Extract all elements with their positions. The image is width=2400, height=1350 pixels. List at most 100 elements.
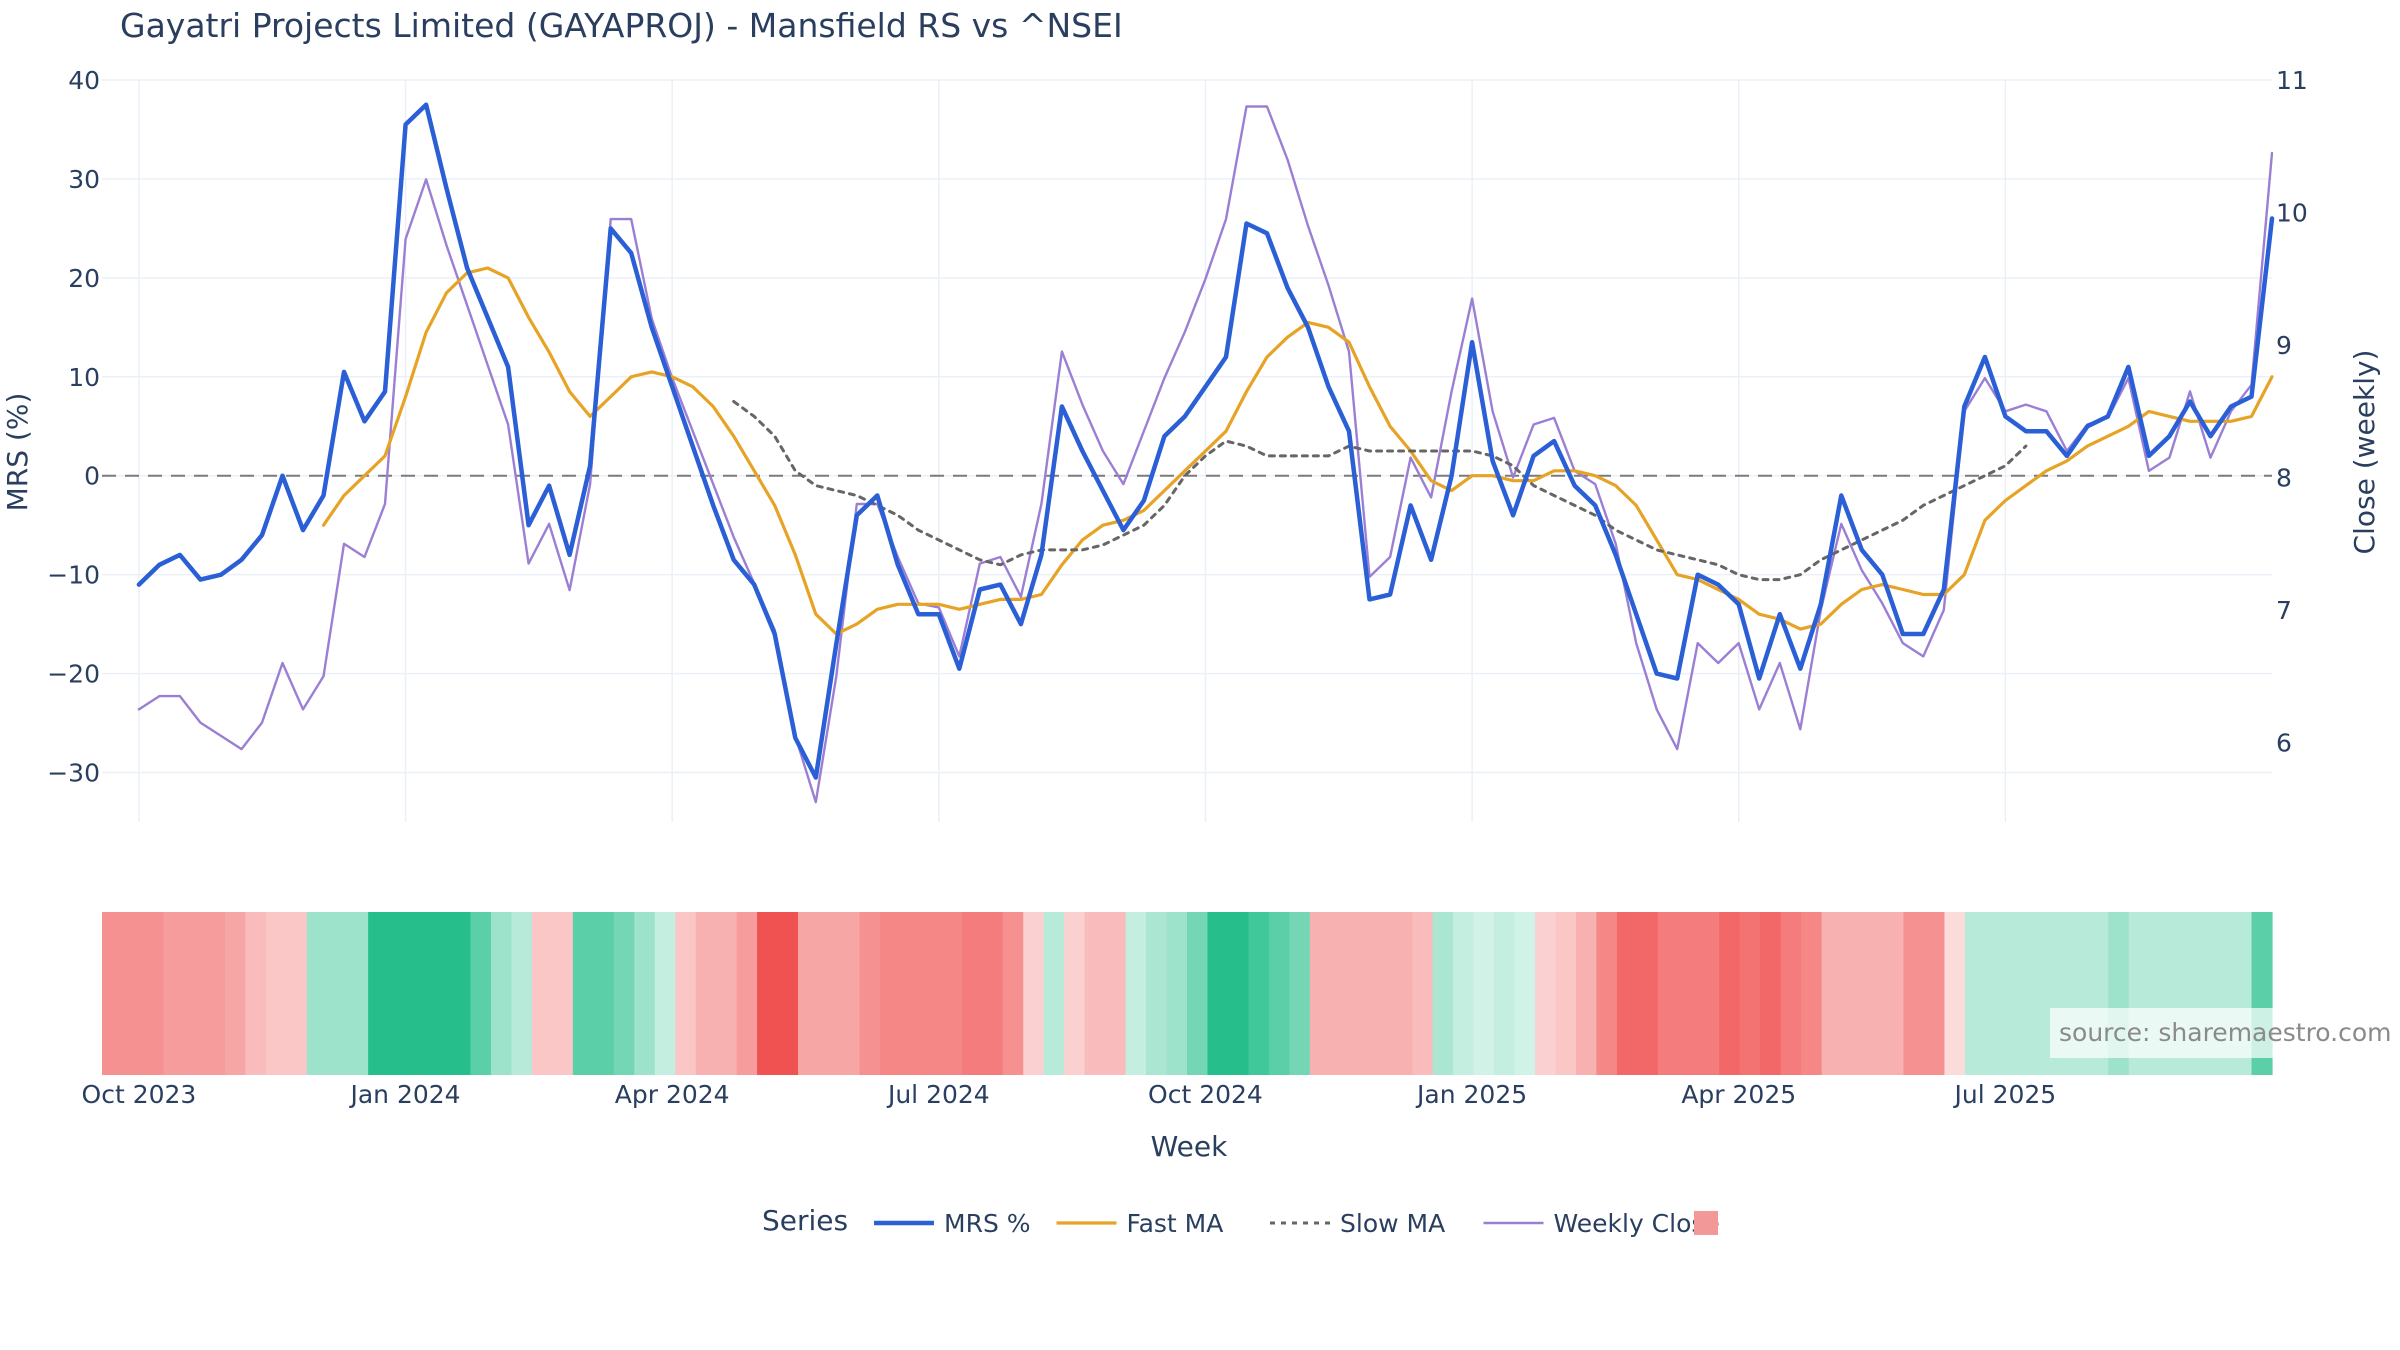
heatmap-cell [1801, 912, 1823, 1075]
heatmap-cell [102, 912, 124, 1075]
source-annotation-text: source: sharemaestro.com [2059, 1018, 2392, 1047]
heatmap-cell [511, 912, 533, 1075]
chart-title: Gayatri Projects Limited (GAYAPROJ) - Ma… [120, 6, 1123, 45]
heatmap-cell [1555, 912, 1577, 1075]
heatmap-cell [818, 912, 840, 1075]
heatmap-cell [920, 912, 942, 1075]
right-y-axis-title: Close (weekly) [2348, 350, 2381, 555]
legend-title: Series [762, 1204, 848, 1237]
heatmap-cell [2005, 912, 2027, 1075]
heatmap-cell [1514, 912, 1536, 1075]
heatmap-cell [204, 912, 226, 1075]
x-axis-title: Week [1151, 1130, 1228, 1163]
heatmap-cell [879, 912, 901, 1075]
heatmap-cell [306, 912, 328, 1075]
heatmap-cell [675, 912, 697, 1075]
heatmap-cell [1637, 912, 1659, 1075]
heatmap-cell [1698, 912, 1720, 1075]
heatmap-cell [388, 912, 410, 1075]
x-tick-label: Oct 2023 [82, 1080, 197, 1109]
heatmap-cell [1105, 912, 1127, 1075]
heatmap-cell [265, 912, 287, 1075]
heatmap-cell [142, 912, 165, 1075]
y-left-tick-label: 30 [68, 165, 100, 194]
heatmap-cell [1780, 912, 1802, 1075]
heatmap-cell [900, 912, 922, 1075]
heatmap-cell [1248, 912, 1270, 1075]
heatmap-cell [1166, 912, 1188, 1075]
heatmap-cell [593, 912, 615, 1075]
x-tick-label: Jan 2025 [1415, 1080, 1527, 1109]
y-right-tick-label: 7 [2276, 596, 2292, 625]
heatmap-cell [613, 912, 635, 1075]
heatmap-cell [1760, 912, 1782, 1075]
heatmap-cell [327, 912, 349, 1075]
heatmap-cell [224, 912, 246, 1075]
heatmap-cell [1002, 912, 1024, 1075]
heatmap-cell [1207, 912, 1229, 1075]
heatmap-cell [531, 912, 553, 1075]
heatmap-cell [757, 912, 779, 1075]
y-left-tick-label: −30 [47, 759, 100, 788]
heatmap-cell [1739, 912, 1761, 1075]
heatmap-cell [1350, 912, 1372, 1075]
heatmap-cell [347, 912, 369, 1075]
x-tick-label: Apr 2025 [1681, 1080, 1796, 1109]
heatmap-cell [1985, 912, 2007, 1075]
heatmap-cell [1432, 912, 1454, 1075]
heatmap-cell [961, 912, 983, 1075]
heatmap-cell [634, 912, 656, 1075]
heatmap-cell [163, 912, 185, 1075]
y-left-tick-label: −20 [47, 660, 100, 689]
heatmap-cell [1391, 912, 1413, 1075]
y-right-tick-label: 11 [2276, 66, 2308, 95]
heatmap-cell [1125, 912, 1147, 1075]
x-tick-label: Jan 2024 [348, 1080, 460, 1109]
heatmap-cell [1596, 912, 1618, 1075]
heatmap-cell [1309, 912, 1331, 1075]
heatmap-cell [572, 912, 594, 1075]
heatmap-cell [777, 912, 799, 1075]
heatmap-cell [450, 912, 472, 1075]
heatmap-cell [1903, 912, 1925, 1075]
heatmap-cell [1842, 912, 1864, 1075]
heatmap-cell [695, 912, 717, 1075]
y-right-tick-label: 10 [2276, 199, 2308, 228]
heatmap-cell [1371, 912, 1393, 1075]
heatmap-cell [1473, 912, 1495, 1075]
y-right-tick-label: 8 [2276, 464, 2292, 493]
heatmap-cell [1575, 912, 1598, 1075]
y-left-tick-label: 20 [68, 264, 100, 293]
x-tick-label: Apr 2024 [615, 1080, 730, 1109]
heatmap-cell [1678, 912, 1700, 1075]
heatmap-cell [1535, 912, 1557, 1075]
heatmap-cell [368, 912, 390, 1075]
heatmap-cell [1330, 912, 1352, 1075]
x-tick-label: Jul 2025 [1952, 1080, 2056, 1109]
heatmap-cell [1616, 912, 1638, 1075]
y-right-tick-label: 9 [2276, 331, 2292, 360]
legend-label: Slow MA [1340, 1209, 1445, 1238]
heatmap-cell [1883, 912, 1905, 1075]
heatmap-cell [838, 912, 861, 1075]
heatmap-cell [982, 912, 1004, 1075]
heatmap-cell [1412, 912, 1434, 1075]
heatmap-cell [1268, 912, 1290, 1075]
source-annotation-bg [2050, 1008, 2390, 1058]
y-left-tick-label: −10 [47, 561, 100, 590]
heatmap-cell [183, 912, 205, 1075]
left-y-axis-title: MRS (%) [1, 393, 34, 512]
heatmap-cell [429, 912, 451, 1075]
legend-swatch-heatmap [1694, 1211, 1718, 1235]
legend-label: MRS % [944, 1209, 1031, 1238]
series-line-mrs [136, 102, 2275, 780]
heatmap-cell [1657, 912, 1679, 1075]
y-left-tick-label: 0 [84, 462, 100, 491]
heatmap-cell [1227, 912, 1250, 1075]
series-line-slow-ma [732, 400, 2028, 582]
heatmap-cell [490, 912, 513, 1075]
heatmap-cell [716, 912, 738, 1075]
heatmap-cell [1289, 912, 1311, 1075]
series-lines [136, 102, 2275, 804]
heatmap-cell [245, 912, 267, 1075]
